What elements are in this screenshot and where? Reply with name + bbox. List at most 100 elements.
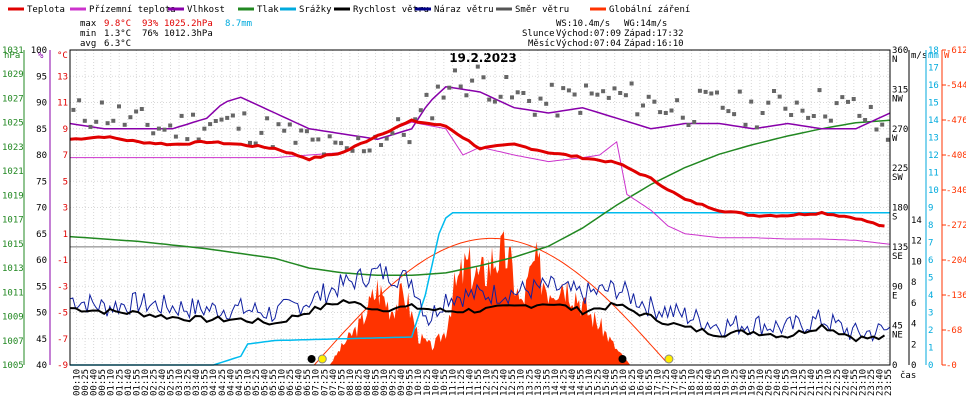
- legend-label-7: Směr větru: [515, 5, 569, 15]
- time-tick-92: 23:10: [858, 369, 868, 396]
- wind-direction-point: [715, 90, 719, 95]
- wind-direction-point: [589, 91, 594, 96]
- wind-direction-point: [162, 127, 167, 132]
- wind-direction-point: [749, 99, 754, 104]
- wind-direction-point: [760, 111, 765, 115]
- pressure-tick-7: 1017: [2, 216, 24, 226]
- wind-direction-point: [811, 114, 816, 118]
- wind-direction-point: [299, 128, 304, 133]
- time-tick-66: 16:40: [636, 369, 646, 396]
- wind-direction-point: [851, 97, 856, 101]
- temperature-tick-2: 9: [63, 125, 68, 135]
- wind-direction-point: [173, 134, 178, 139]
- wind-direction-point: [361, 149, 366, 154]
- time-tick-85: 21:25: [799, 369, 809, 396]
- time-tick-68: 17:10: [653, 369, 663, 396]
- time-tick-6: 01:40: [124, 369, 134, 396]
- radiation-tick-3: -408: [946, 151, 966, 161]
- wind-dir-label-7: NE: [892, 331, 903, 341]
- wind-direction-point: [595, 92, 600, 97]
- wind-dir-label-5: SE: [892, 252, 903, 262]
- wind-direction-point: [259, 130, 264, 135]
- time-tick-62: 15:40: [602, 369, 612, 396]
- precip-tick-13: 5: [928, 274, 933, 284]
- humidity-tick-7: 65: [36, 230, 47, 240]
- wind-direction-point: [111, 118, 116, 123]
- wind-dir-tick-7: 45: [892, 322, 903, 332]
- humidity-tick-0: 100: [31, 46, 47, 56]
- time-tick-40: 10:10: [414, 369, 424, 396]
- wind-direction-point: [396, 117, 401, 122]
- pressure-tick-5: 1021: [2, 167, 24, 177]
- wind-dir-label-3: SW: [892, 173, 903, 183]
- wind-direction-point: [521, 91, 526, 95]
- legend-label-5: Rychlost větru: [353, 5, 429, 15]
- time-tick-57: 14:25: [559, 369, 569, 396]
- precip-tick-7: 11: [928, 169, 939, 179]
- info-block: WS:10.4m/s WG:14m/s Slunce Východ:07:09 …: [522, 19, 684, 49]
- humidity-unit: %: [38, 51, 44, 61]
- wind-direction-point: [105, 121, 110, 126]
- pressure-tick-4: 1023: [2, 143, 24, 153]
- wind-direction-point: [287, 122, 292, 127]
- wind-direction-point: [612, 86, 617, 91]
- precip-tick-9: 9: [928, 204, 933, 214]
- time-tick-76: 19:10: [722, 369, 732, 396]
- wind-direction-point: [248, 140, 252, 145]
- time-tick-3: 00:55: [98, 369, 108, 396]
- radiation-tick-2: -476: [946, 116, 966, 126]
- wind-speed-tick-4: 6: [911, 299, 916, 309]
- time-tick-61: 15:25: [594, 369, 604, 396]
- wind-direction-point: [481, 75, 486, 80]
- wind-direction-point: [185, 137, 190, 142]
- time-tick-87: 21:55: [816, 369, 826, 396]
- precip-tick-1: 17: [928, 64, 939, 74]
- time-tick-90: 22:40: [841, 369, 851, 396]
- time-tick-47: 11:55: [474, 369, 484, 396]
- wind-direction-point: [293, 140, 298, 145]
- time-tick-33: 08:25: [354, 369, 364, 396]
- stats-hum-min: 76%: [142, 29, 159, 39]
- time-tick-25: 06:25: [286, 369, 296, 396]
- wind-direction-point: [447, 85, 452, 90]
- wind-dir-tick-6: 90: [892, 282, 903, 292]
- wind-direction-point: [401, 132, 406, 137]
- time-tick-43: 10:55: [440, 369, 450, 396]
- moonrise-icon: [307, 355, 316, 363]
- wind-direction-point: [663, 111, 668, 115]
- legend-label-3: Tlak: [257, 5, 279, 15]
- time-tick-79: 19:55: [747, 369, 757, 396]
- wind-dir-tick-2: 270: [892, 125, 908, 135]
- wind-direction-point: [561, 86, 566, 91]
- time-tick-7: 01:55: [132, 369, 142, 396]
- time-tick-12: 03:10: [175, 369, 185, 396]
- radiation-tick-9: -0: [946, 361, 957, 371]
- time-tick-36: 09:10: [380, 369, 390, 396]
- wind-direction-point: [498, 94, 503, 99]
- wind-direction-point: [601, 89, 606, 94]
- wind-direction-point: [885, 137, 890, 142]
- time-tick-34: 08:40: [363, 369, 373, 396]
- legend-label-1: Přízemní teplota: [89, 5, 176, 15]
- wind-direction-point: [384, 136, 389, 141]
- wind-direction-point: [697, 88, 702, 93]
- info-moon-label: Měsíc: [528, 39, 555, 49]
- precip-unit: mm: [928, 51, 939, 61]
- legend-label-6: Náraz větru: [434, 5, 494, 15]
- stats-avg-label: avg: [80, 39, 96, 49]
- temperature-unit: °C: [57, 51, 68, 61]
- humidity-tick-11: 45: [36, 335, 47, 345]
- time-tick-73: 18:25: [696, 369, 706, 396]
- temperature-tick-6: 1: [63, 230, 68, 240]
- wind-direction-point: [669, 108, 674, 113]
- humidity-tick-8: 60: [36, 256, 47, 266]
- time-tick-69: 17:25: [662, 369, 672, 396]
- time-tick-46: 11:40: [465, 369, 475, 396]
- wind-direction-point: [464, 93, 469, 98]
- wind-speed-unit: m/s: [911, 51, 927, 61]
- radiation-tick-0: -612: [946, 46, 966, 56]
- wind-direction-point: [652, 99, 657, 104]
- wind-direction-point: [709, 91, 714, 96]
- time-tick-39: 09:55: [406, 369, 416, 396]
